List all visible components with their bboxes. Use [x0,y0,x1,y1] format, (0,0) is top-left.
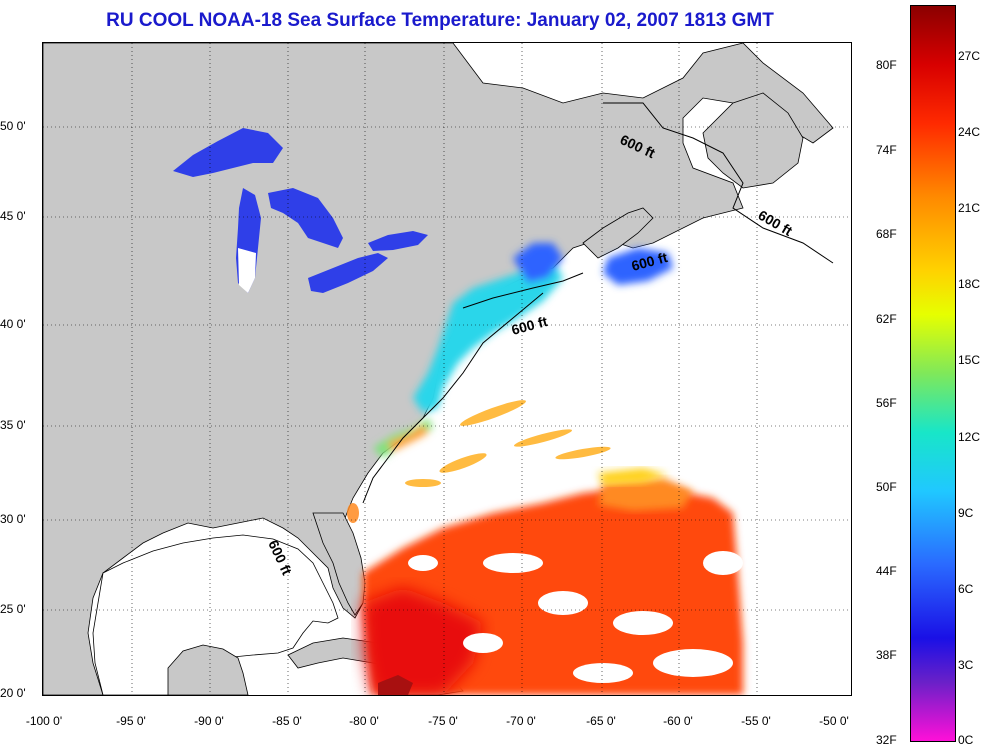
lon-label-100: -100 0' [25,714,63,728]
cb-f-74: 74F [876,143,897,157]
cb-c-21: 21C [958,201,981,215]
gridlines [43,43,851,695]
lon-label-60: -60 0' [663,714,693,728]
lon-label-55: -55 0' [741,714,771,728]
cb-f-62: 62F [876,312,897,326]
lat-label-20: 20 0' [0,686,26,700]
cb-f-32: 32F [876,733,897,747]
lake-michigan-ice [238,248,256,293]
cb-c-3: 3C [958,658,974,672]
lat-label-25: 25 0' [0,602,26,616]
lake-erie [308,253,388,293]
lake-superior [173,128,283,177]
land-yucatan [167,644,249,695]
cb-c-6: 6C [958,582,974,596]
cb-f-56: 56F [876,396,897,410]
cb-f-80: 80F [876,58,897,72]
lat-label-30: 30 0' [0,512,26,526]
lon-label-75: -75 0' [428,714,458,728]
lon-label-50: -50 0' [819,714,849,728]
lon-label-95: -95 0' [116,714,146,728]
lon-label-65: -65 0' [586,714,616,728]
cb-c-27: 27C [958,49,981,63]
lake-ontario [368,231,428,251]
cb-c-9: 9C [958,506,974,520]
cb-c-18: 18C [958,277,981,291]
lat-label-45: 45 0' [0,209,26,223]
land-newfoundland [702,92,804,189]
cloud-patches [408,551,743,683]
cb-f-44: 44F [876,564,897,578]
lat-label-50: 50 0' [0,119,26,133]
contour-label-2: 600 ft [756,207,796,239]
lon-label-80: -80 0' [349,714,379,728]
cb-c-15: 15C [958,353,981,367]
map-title: RU COOL NOAA-18 Sea Surface Temperature:… [106,10,774,31]
sst-warm-region [363,468,743,695]
cb-f-50: 50F [876,480,897,494]
cb-f-38: 38F [876,648,897,662]
lat-label-35: 35 0' [0,418,26,432]
lon-label-85: -85 0' [272,714,302,728]
lake-huron [268,188,343,248]
cb-c-24: 24C [958,125,981,139]
lon-label-90: -90 0' [194,714,224,728]
gulf-shelf [92,534,339,695]
colorbar-gradient [911,6,955,741]
cb-c-12: 12C [958,430,981,444]
lon-label-70: -70 0' [506,714,536,728]
map-canvas: 600 ft 600 ft 600 ft 600 ft 600 ft [43,43,851,695]
land-florida [312,512,366,616]
lat-label-40: 40 0' [0,317,26,331]
sst-map: 600 ft 600 ft 600 ft 600 ft 600 ft [42,42,852,696]
cb-f-68: 68F [876,227,897,241]
sst-streaks [347,400,611,523]
cb-c-0: 0C [958,733,974,747]
contour-lines [362,102,834,504]
land-nova-scotia [582,207,654,259]
temperature-colorbar [910,5,956,742]
